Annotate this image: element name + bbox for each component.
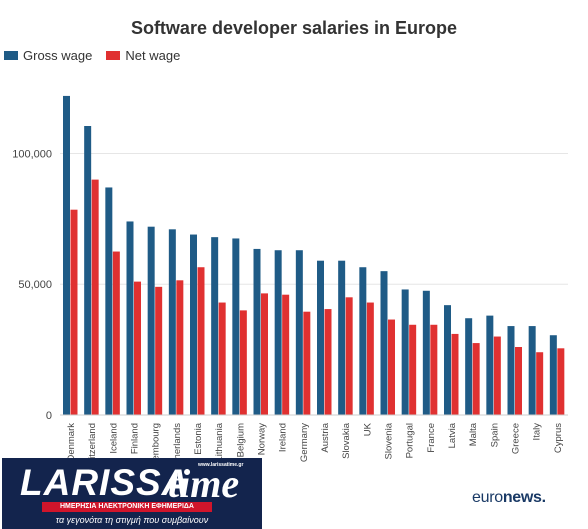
legend-item-net[interactable]: Net wage <box>106 48 180 63</box>
bar-net: Greece — Net wage: 26000 <box>515 347 522 415</box>
bar-net: Austria — Net wage: 40500 <box>324 309 332 415</box>
logo-larissa-time: time <box>168 461 240 506</box>
bar-net: Finland — Net wage: 51000 <box>134 281 141 415</box>
x-category-label: Netherlands <box>172 423 183 474</box>
x-category-label: Iceland <box>108 423 119 454</box>
bar-net: Spain — Net wage: 30000 <box>493 336 501 415</box>
bar-gross: Switzerland — Gross wage: 110500 <box>84 126 92 415</box>
bar-net: Germany — Net wage: 39500 <box>303 311 311 415</box>
bar-net: Lithuania — Net wage: 43000 <box>218 302 226 415</box>
x-category-label: Portugal <box>405 423 416 458</box>
x-category-label: Norway <box>257 423 268 455</box>
bar-gross: Greece — Gross wage: 34000 <box>507 326 515 415</box>
legend-item-gross[interactable]: Gross wage <box>4 48 92 63</box>
logo-larissa-name: LARISSA <box>20 462 190 503</box>
legend-label-net: Net wage <box>125 48 181 63</box>
bar-gross: Ireland — Gross wage: 63000 <box>274 250 282 415</box>
bar-gross: Malta — Gross wage: 37000 <box>465 318 473 415</box>
x-category-label: Ireland <box>278 423 289 452</box>
bar-gross: Norway — Gross wage: 63500 <box>253 248 261 415</box>
bar-gross: Austria — Gross wage: 59000 <box>317 260 324 415</box>
bar-gross: UK — Gross wage: 56500 <box>359 267 367 415</box>
x-category-label: Cyprus <box>553 423 564 453</box>
bar-gross: Slovakia — Gross wage: 59000 <box>338 260 346 415</box>
bar-gross: Portugal — Gross wage: 48000 <box>401 289 409 415</box>
bar-net: Luxembourg — Net wage: 49000 <box>155 286 163 415</box>
bar-gross: Germany — Gross wage: 63000 <box>295 250 303 415</box>
x-category-label: Germany <box>299 423 310 462</box>
x-category-label: Finland <box>130 423 141 454</box>
euronews-bold: news. <box>502 489 546 506</box>
y-tick-label: 100,000 <box>12 148 52 160</box>
bar-net: Estonia — Net wage: 56500 <box>197 267 205 415</box>
bar-net: Netherlands — Net wage: 51500 <box>176 280 184 415</box>
bar-gross: Iceland — Gross wage: 87000 <box>105 187 113 415</box>
x-category-label: France <box>426 423 437 453</box>
x-category-label: Latvia <box>447 422 458 448</box>
bar-gross: Luxembourg — Gross wage: 72000 <box>147 226 155 415</box>
legend-swatch-gross <box>4 51 18 60</box>
x-category-label: Slovakia <box>341 422 352 459</box>
bar-gross: Belgium — Gross wage: 67500 <box>232 238 240 415</box>
x-category-label: Slovenia <box>384 422 395 459</box>
bar-gross: Cyprus — Gross wage: 30500 <box>549 335 557 415</box>
bar-net: Latvia — Net wage: 31000 <box>451 333 459 415</box>
bar-gross: Netherlands — Gross wage: 71000 <box>168 229 176 415</box>
x-category-label: Spain <box>489 423 500 447</box>
legend-label-gross: Gross wage <box>23 48 93 63</box>
bar-net: Portugal — Net wage: 34500 <box>409 324 417 415</box>
logo-larissa-url: www.larissatime.gr <box>198 462 244 468</box>
euronews-light: euro <box>472 489 503 506</box>
chart-title: Software developer salaries in Europe <box>130 18 458 38</box>
bar-gross: Finland — Gross wage: 74000 <box>126 221 134 415</box>
x-category-label: Lithuania <box>214 422 225 461</box>
y-tick-label: 0 <box>46 410 52 422</box>
bar-gross: France — Gross wage: 47500 <box>422 290 430 415</box>
legend-swatch-net <box>106 51 121 60</box>
x-category-label: UK <box>362 422 373 436</box>
euronews-logo: euronews. <box>472 489 546 507</box>
x-category-label: Estonia <box>193 422 204 454</box>
bar-net: Iceland — Net wage: 62500 <box>112 251 120 415</box>
x-category-label: Malta <box>468 422 479 446</box>
x-category-label: Luxembourg <box>151 423 162 476</box>
larissa-time-logo: LARISSA time www.larissatime.gr ΗΜΕΡΗΣΙΑ… <box>2 458 262 529</box>
logo-larissa-slogan: τα γεγονότα τη στιγμή που συμβαίνουν <box>55 515 209 525</box>
bar-net: France — Net wage: 34500 <box>430 324 438 415</box>
bar-gross: Latvia — Gross wage: 42000 <box>444 305 451 415</box>
bar-net: Norway — Net wage: 46500 <box>261 293 268 415</box>
bar-net: Denmark — Net wage: 78500 <box>70 209 78 415</box>
x-category-label: Belgium <box>235 423 246 457</box>
bar-gross: Spain — Gross wage: 38000 <box>486 315 494 415</box>
bar-net: UK — Net wage: 43000 <box>366 302 374 415</box>
bar-gross: Lithuania — Gross wage: 68000 <box>211 237 219 415</box>
bar-net: Ireland — Net wage: 46000 <box>282 294 290 415</box>
bar-gross: Estonia — Gross wage: 69000 <box>190 234 197 415</box>
logo-larissa-strip: ΗΜΕΡΗΣΙΑ ΗΛΕΚΤΡΟΝΙΚΗ ΕΦΗΜΕΡΙΔΑ <box>42 502 212 512</box>
chart-legend: Gross wage Net wage <box>4 48 194 63</box>
x-category-label: Denmark <box>66 423 77 462</box>
x-category-label: Switzerland <box>87 423 98 472</box>
x-category-label: Italy <box>532 423 543 441</box>
bar-net: Switzerland — Net wage: 90000 <box>91 179 99 415</box>
bar-net: Malta — Net wage: 27500 <box>472 343 480 415</box>
bar-net: Cyprus — Net wage: 25500 <box>557 348 565 415</box>
bar-gross: Italy — Gross wage: 34000 <box>528 326 536 415</box>
bar-net: Slovenia — Net wage: 36500 <box>388 319 395 415</box>
x-category-label: Austria <box>320 422 331 452</box>
bar-gross: Slovenia — Gross wage: 55000 <box>380 271 388 415</box>
bar-net: Slovakia — Net wage: 45000 <box>345 297 353 415</box>
bar-net: Belgium — Net wage: 40000 <box>239 310 247 415</box>
bar-gross: Denmark — Gross wage: 122000 <box>63 95 70 415</box>
y-tick-label: 50,000 <box>18 279 52 291</box>
x-category-label: Greece <box>511 423 522 454</box>
bar-net: Italy — Net wage: 24000 <box>536 352 544 415</box>
